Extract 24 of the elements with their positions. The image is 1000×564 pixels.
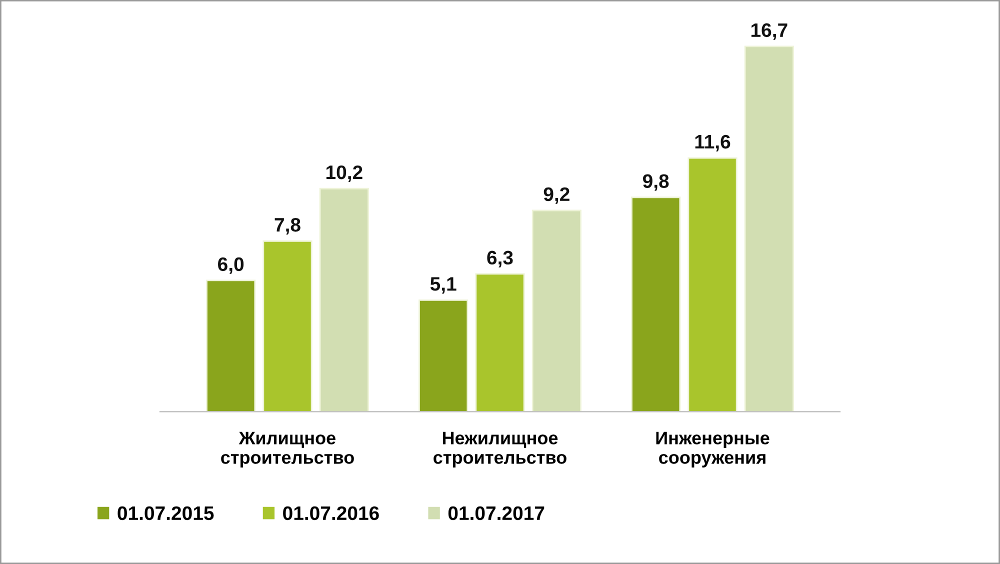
data-label: 6,3 [487, 250, 513, 268]
bar [688, 157, 738, 412]
bar [475, 273, 525, 412]
bar [262, 240, 312, 412]
data-label: 10,2 [326, 165, 362, 182]
legend-label: 01.07.2015 [118, 506, 214, 520]
legend-label: 01.07.2017 [448, 506, 544, 520]
data-label: 16,7 [751, 23, 788, 40]
bar [532, 210, 582, 412]
data-label: 7,8 [274, 218, 300, 235]
bar [319, 188, 369, 412]
legend-label: 01.07.2016 [283, 506, 379, 520]
x-tick-label: Нежилищное строительство [434, 432, 566, 468]
data-label: 9,2 [544, 187, 570, 204]
data-label: 9,8 [642, 174, 669, 191]
bar [744, 46, 794, 412]
data-label: 6,0 [218, 257, 244, 274]
bar [418, 299, 468, 412]
x-tick-label: Инженерные сооружения [656, 432, 770, 468]
bar [206, 280, 256, 412]
bar [631, 196, 681, 412]
data-label: 5,1 [430, 277, 456, 294]
x-tick-label: Жилищное строительство [221, 432, 354, 468]
data-label: 11,6 [695, 134, 730, 152]
